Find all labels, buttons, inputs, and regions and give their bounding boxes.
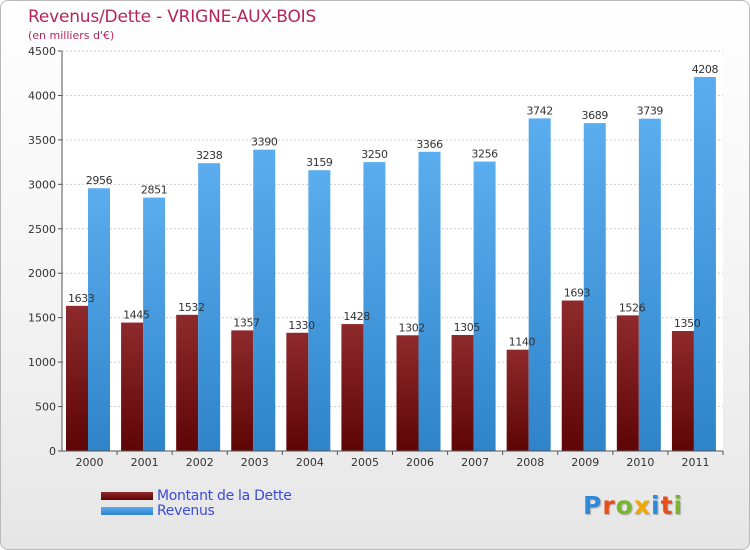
bar-dette xyxy=(506,349,529,451)
data-label-dette: 1140 xyxy=(509,336,536,349)
plot-area xyxy=(62,51,723,451)
data-label-revenus: 3689 xyxy=(582,109,609,122)
bar-revenus xyxy=(143,197,166,451)
legend-label-revenus: Revenus xyxy=(157,502,215,519)
bar-revenus xyxy=(308,170,331,451)
bar-revenus xyxy=(253,149,276,451)
bar-dette xyxy=(671,331,694,451)
bar-dette xyxy=(451,335,474,451)
bar-dette xyxy=(616,315,639,451)
y-tick-label: 1500 xyxy=(28,312,56,325)
x-tick-label: 2008 xyxy=(516,456,544,469)
x-tick-label: 2011 xyxy=(681,456,709,469)
x-tick-label: 2000 xyxy=(76,456,104,469)
data-label-revenus: 3256 xyxy=(471,148,498,161)
bar-revenus xyxy=(363,162,386,451)
bar-revenus xyxy=(583,123,606,451)
legend-item-revenus: Revenus xyxy=(101,502,292,519)
x-tick-label: 2003 xyxy=(241,456,269,469)
data-label-revenus: 3250 xyxy=(361,148,388,161)
logo-letter: i xyxy=(673,491,684,520)
x-tick-label: 2006 xyxy=(406,456,434,469)
logo-letter: t xyxy=(660,491,674,520)
data-label-revenus: 3366 xyxy=(416,138,443,151)
data-label-dette: 1350 xyxy=(674,317,701,330)
legend-item-dette: Montant de la Dette xyxy=(101,487,292,504)
data-label-revenus: 3390 xyxy=(251,136,278,149)
legend-label-dette: Montant de la Dette xyxy=(157,487,292,504)
x-tick-label: 2005 xyxy=(351,456,379,469)
data-label-revenus: 3739 xyxy=(637,105,664,118)
data-label-dette: 1330 xyxy=(288,319,315,332)
data-label-revenus: 4208 xyxy=(692,63,719,76)
x-tick-label: 2009 xyxy=(571,456,599,469)
data-label-revenus: 2956 xyxy=(86,174,113,187)
logo-letter: o xyxy=(615,491,634,520)
y-tick-label: 4000 xyxy=(28,89,56,102)
y-tick-label: 2000 xyxy=(28,267,56,280)
x-tick-label: 2002 xyxy=(186,456,214,469)
y-tick-label: 2500 xyxy=(28,223,56,236)
logo-letter: i xyxy=(651,491,661,520)
bar-revenus xyxy=(638,118,661,452)
legend: Montant de la Dette Revenus xyxy=(101,487,292,519)
data-label-dette: 1302 xyxy=(399,321,425,334)
x-tick-label: 2007 xyxy=(461,456,489,469)
data-label-dette: 1532 xyxy=(178,301,204,314)
bar-dette xyxy=(176,314,199,451)
logo-letter: r xyxy=(602,491,616,520)
chart-title: Revenus/Dette - VRIGNE-AUX-BOIS xyxy=(28,7,317,27)
bar-dette xyxy=(66,305,88,451)
y-tick-label: 1000 xyxy=(28,356,56,369)
bar-revenus xyxy=(528,118,551,451)
proxiti-logo: Proxiti xyxy=(583,491,683,520)
y-tick-label: 0 xyxy=(49,445,56,458)
x-tick-label: 2001 xyxy=(131,456,159,469)
y-tick-label: 3000 xyxy=(28,178,56,191)
data-label-revenus: 3159 xyxy=(306,156,333,169)
y-tick-label: 500 xyxy=(35,401,56,414)
y-tick-label: 3500 xyxy=(28,134,56,147)
bar-dette xyxy=(231,330,254,451)
bar-revenus xyxy=(418,151,441,452)
legend-swatch-dette xyxy=(101,491,153,500)
legend-swatch-revenus xyxy=(101,506,153,515)
bar-dette xyxy=(341,324,364,451)
data-label-dette: 1357 xyxy=(233,316,260,329)
data-label-revenus: 3742 xyxy=(526,104,552,117)
bar-revenus xyxy=(473,161,496,452)
y-tick-label: 4500 xyxy=(28,45,56,58)
bar-revenus xyxy=(693,76,716,451)
data-label-dette: 1633 xyxy=(68,292,95,305)
bar-revenus xyxy=(198,163,221,451)
bar-dette xyxy=(561,300,584,451)
data-label-dette: 1445 xyxy=(123,309,150,322)
bar-revenus xyxy=(88,188,110,451)
data-label-dette: 1526 xyxy=(619,301,646,314)
x-tick-label: 2004 xyxy=(296,456,324,469)
data-label-dette: 1305 xyxy=(454,321,481,334)
bar-dette xyxy=(286,332,309,451)
bar-dette xyxy=(396,335,419,451)
x-tick-label: 2010 xyxy=(626,456,654,469)
data-label-dette: 1693 xyxy=(564,287,591,300)
logo-letter: P xyxy=(583,491,603,520)
logo-letter: x xyxy=(633,491,651,520)
chart-subtitle: (en milliers d'€) xyxy=(28,29,115,42)
bar-dette xyxy=(121,322,144,451)
data-label-revenus: 2851 xyxy=(141,184,167,197)
data-label-dette: 1428 xyxy=(343,310,370,323)
data-label-revenus: 3238 xyxy=(196,149,223,162)
